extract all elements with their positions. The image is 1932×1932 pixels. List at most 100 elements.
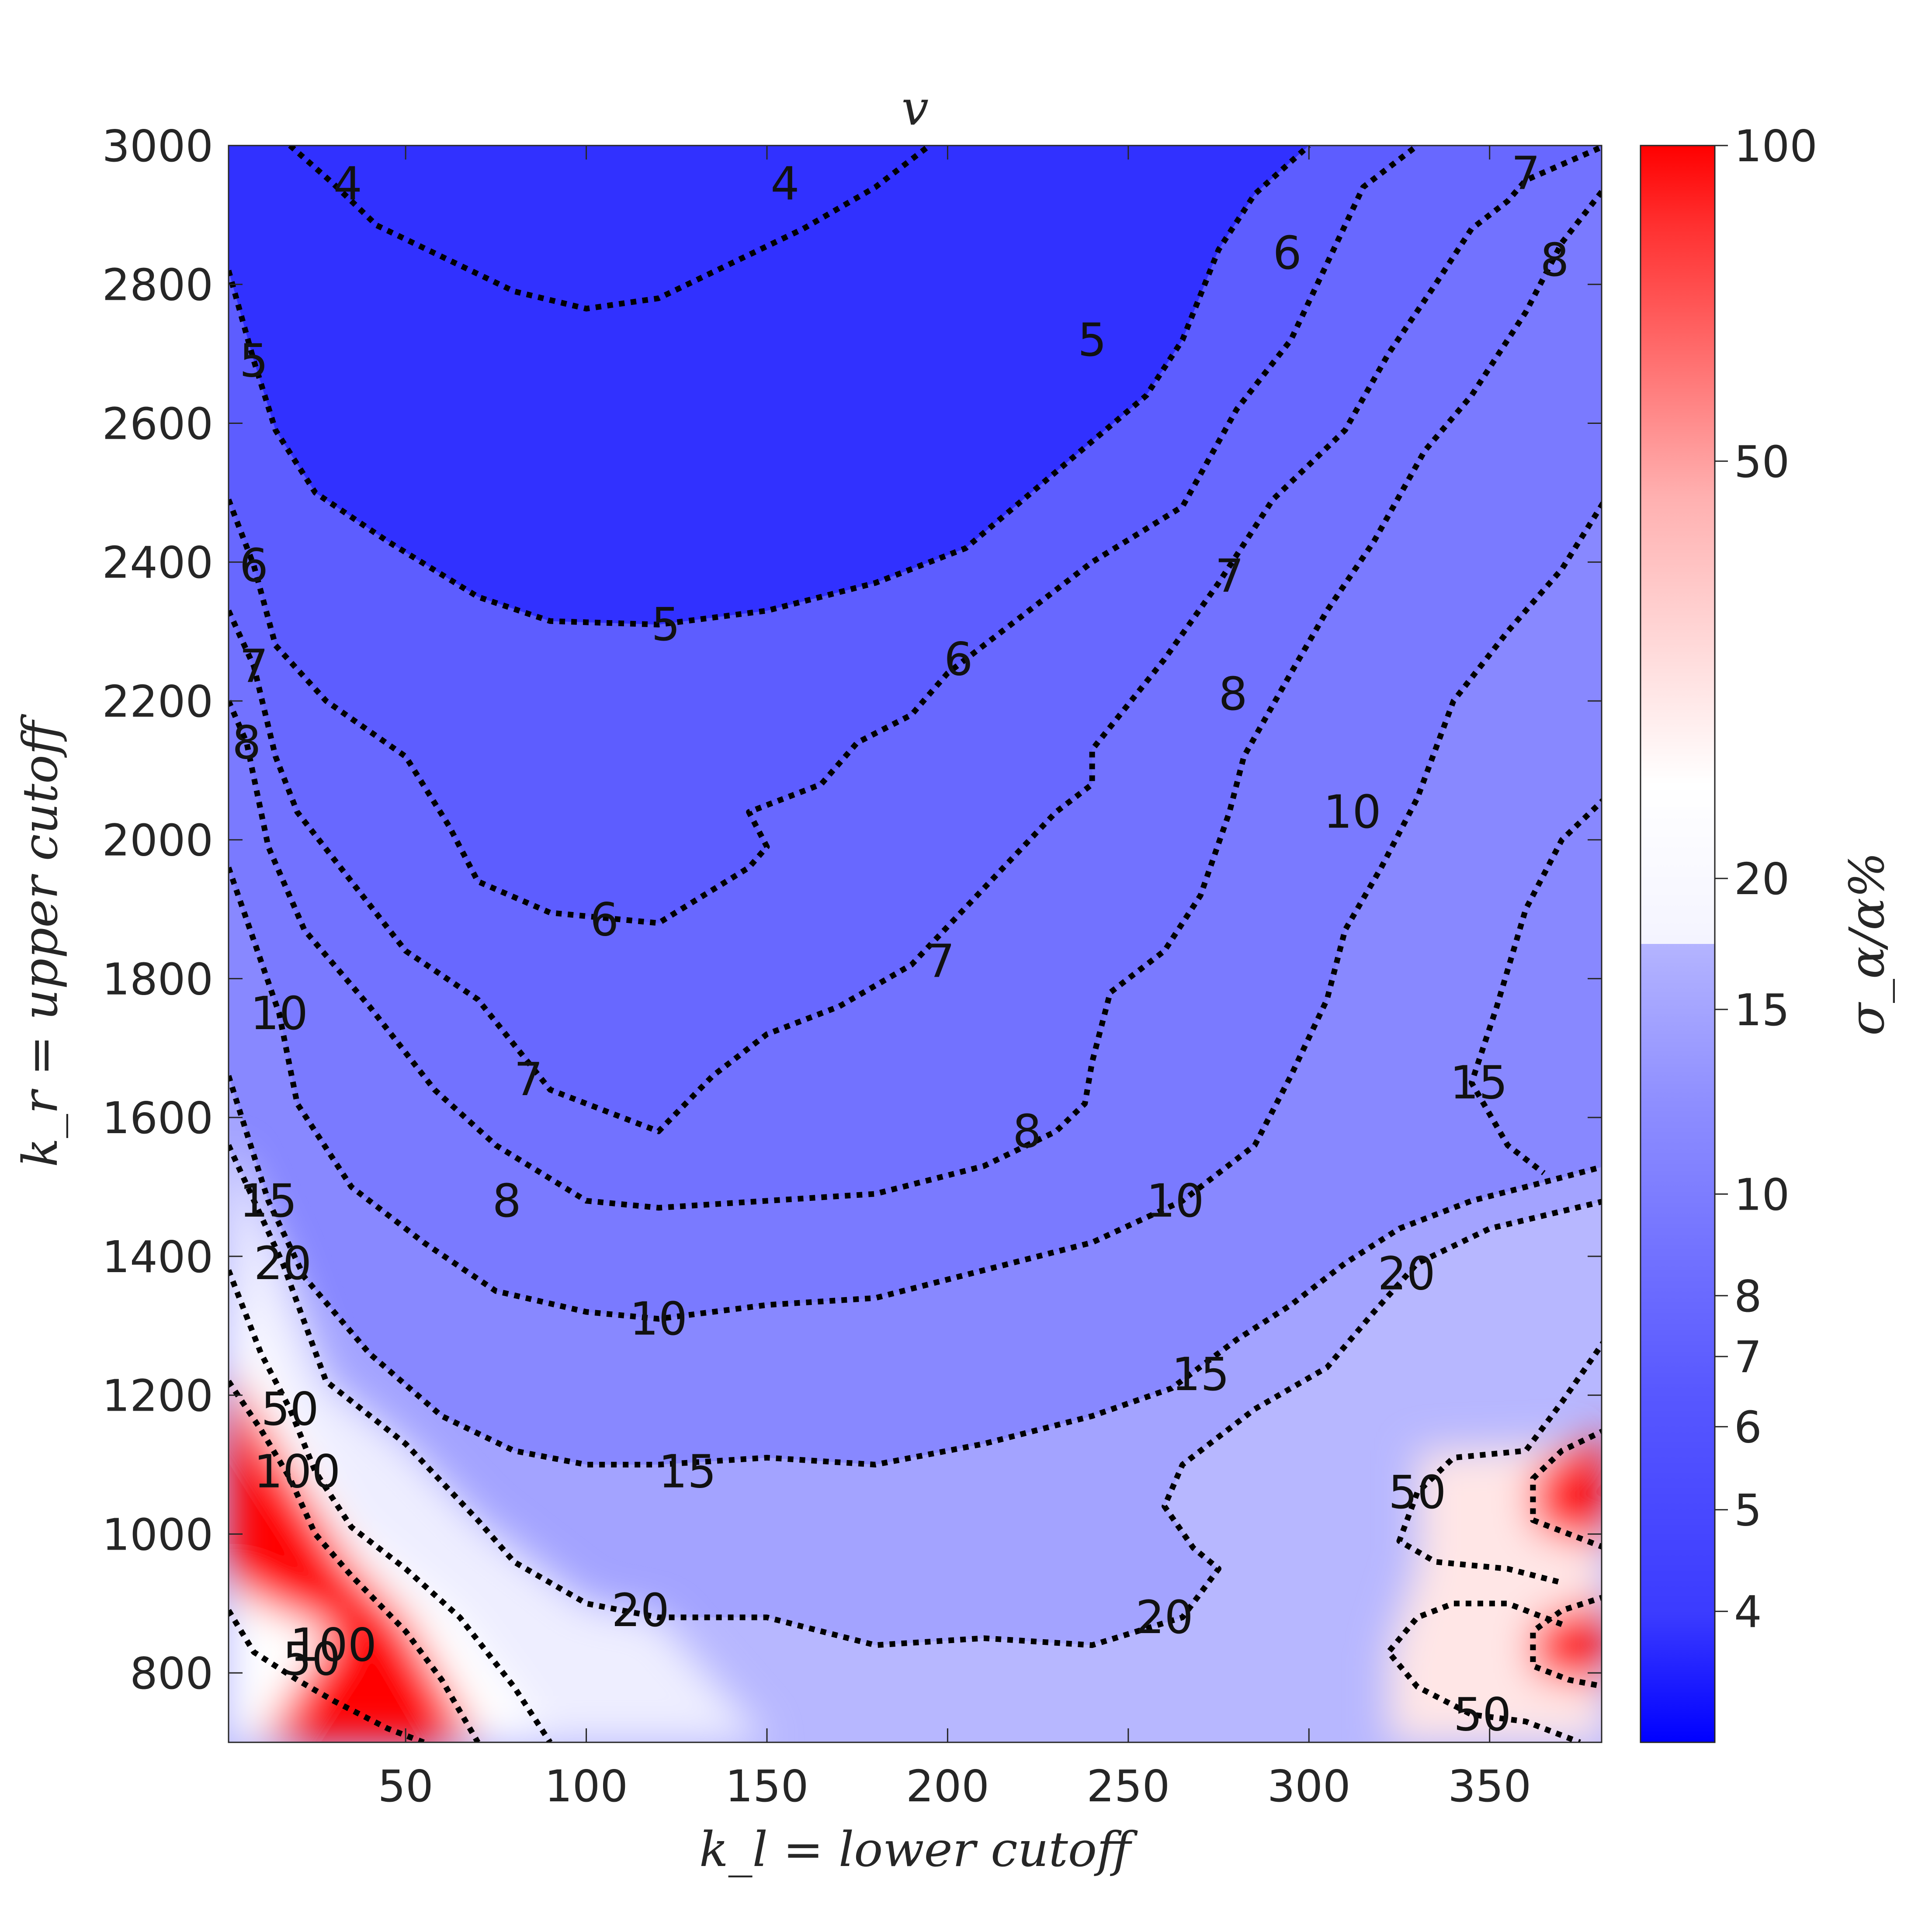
x-tick-label: 300: [1267, 1761, 1351, 1812]
contour-label-4: 4: [770, 157, 799, 210]
contour-line-50: [229, 1269, 553, 1742]
contour-line-100: [1530, 1595, 1602, 1689]
contour-line-8: [229, 187, 1602, 1211]
colorbar-ticks: 4 5 6 7 8 10 15 20 50 100: [1715, 121, 1818, 1637]
contour-label-6: 6: [239, 539, 268, 592]
contour-label-10: 10: [1146, 1174, 1204, 1228]
contour-label-20: 20: [254, 1237, 312, 1290]
contour-label-8: 8: [493, 1174, 521, 1228]
colorbar-tick-label: 50: [1734, 436, 1790, 487]
y-tick-label: 800: [130, 1648, 213, 1699]
y-tick-label: 2200: [102, 676, 214, 727]
contour-line-7: [229, 146, 1602, 1134]
colorbar-tick-label: 4: [1734, 1586, 1762, 1637]
contour-label-7: 7: [1215, 549, 1244, 603]
y-tick-label: 2000: [102, 815, 214, 866]
y-tick-label: 1400: [102, 1231, 214, 1283]
x-axis-ticks: 50 100 150 200 250 300 350: [378, 146, 1531, 1812]
contour-label-7: 7: [926, 935, 955, 988]
contour-label-10: 10: [1323, 785, 1381, 839]
filled-contours: [229, 146, 1602, 1742]
contour-line-5: [229, 146, 1311, 628]
region-100-left: [229, 1367, 478, 1742]
x-tick-label: 100: [545, 1761, 628, 1812]
contour-label-15: 15: [659, 1445, 716, 1498]
contour-line-6: [229, 146, 1419, 926]
y-tick-label: 1600: [102, 1093, 214, 1144]
contour-label-20: 20: [611, 1584, 669, 1637]
x-tick-label: 50: [378, 1761, 434, 1812]
contour-label-7: 7: [514, 1053, 543, 1106]
contour-label-8: 8: [232, 716, 261, 769]
contour-line-50: [1385, 1600, 1581, 1742]
contour-label-6: 6: [1273, 226, 1302, 280]
colorbar-tick-label: 100: [1734, 121, 1818, 172]
colorbar-tick-label: 10: [1734, 1169, 1790, 1220]
contour-label-8: 8: [1013, 1105, 1041, 1158]
colorbar-title: σ_α/α%: [1839, 852, 1895, 1036]
colorbar-tick-label: 20: [1734, 853, 1790, 905]
colorbar-tick-label: 6: [1734, 1402, 1762, 1453]
contour-line-100: [1530, 1428, 1602, 1550]
colorbar-gradient: [1640, 145, 1716, 1743]
y-tick-label: 1800: [102, 954, 214, 1005]
contour-label-50: 50: [283, 1632, 340, 1686]
contour-line-15: [1468, 798, 1602, 1176]
contour-label-6: 6: [590, 893, 619, 946]
colorbar-tick-label: 7: [1734, 1332, 1762, 1383]
contour-line-100: [229, 1380, 481, 1742]
contour-label-15: 15: [239, 1174, 297, 1228]
contour-line-50: [229, 1609, 425, 1742]
contour-line-4: [288, 146, 932, 312]
x-tick-label: 350: [1448, 1761, 1531, 1812]
contour-label-8: 8: [1540, 233, 1569, 287]
colorbar-tick-label: 5: [1734, 1485, 1762, 1536]
colorbar-tick-label: 15: [1734, 985, 1790, 1036]
x-tick-label: 250: [1086, 1761, 1170, 1812]
contour-label-6: 6: [944, 633, 973, 686]
plot-frame: [228, 145, 1602, 1743]
contour-label-8: 8: [1219, 667, 1248, 721]
contour-label-50: 50: [1453, 1688, 1511, 1741]
contour-label-100: 100: [254, 1445, 341, 1498]
contour-label-50: 50: [1388, 1466, 1446, 1519]
contour-lines: [229, 146, 1602, 1742]
region-50-left: [229, 1270, 550, 1742]
y-tick-label: 2600: [102, 398, 214, 449]
contour-label-5: 5: [1078, 313, 1106, 367]
contour-label-20: 20: [1377, 1247, 1435, 1301]
contour-line-20: [229, 1144, 1602, 1648]
x-tick-label: 150: [725, 1761, 809, 1812]
y-tick-label: 2400: [102, 537, 214, 588]
y-tick-label: 2800: [102, 260, 214, 311]
y-tick-label: 1000: [102, 1509, 214, 1560]
contour-line-10: [229, 500, 1602, 1322]
contour-label-10: 10: [250, 987, 308, 1040]
contour-label-20: 20: [1135, 1591, 1193, 1644]
colorbar-tick-label: 8: [1734, 1271, 1762, 1322]
y-axis-title: k_r = upper cutoff: [12, 714, 68, 1167]
contour-label-100: 100: [290, 1619, 377, 1672]
y-tick-label: 3000: [102, 121, 214, 172]
contour-label-50: 50: [261, 1382, 319, 1436]
contour-label-7: 7: [239, 640, 268, 693]
x-tick-label: 200: [906, 1761, 989, 1812]
y-axis-ticks: 800 1000 1200 1400 1600 1800 2000 2200 2400 2600 2…: [102, 121, 1602, 1699]
region-100-right-upper: [1533, 1432, 1602, 1547]
contour-label-15: 15: [1450, 1056, 1508, 1110]
contour-line-50: [1396, 1340, 1602, 1585]
chart-title: v: [902, 80, 929, 136]
colorbar: 4 5 6 7 8 10 15 20 50 100 σ_α/α%: [1640, 121, 1895, 1743]
contour-label-4: 4: [333, 157, 362, 210]
y-tick-label: 1200: [102, 1370, 214, 1422]
contour-label-5: 5: [239, 334, 268, 387]
band-above-20: [229, 1145, 1602, 1742]
contour-line-15: [229, 1075, 1602, 1468]
contour-label-7: 7: [1511, 147, 1540, 200]
x-axis-title: k_l = lower cutoff: [699, 1821, 1138, 1877]
contour-label-10: 10: [630, 1292, 687, 1346]
contour-label-15: 15: [1172, 1348, 1229, 1401]
